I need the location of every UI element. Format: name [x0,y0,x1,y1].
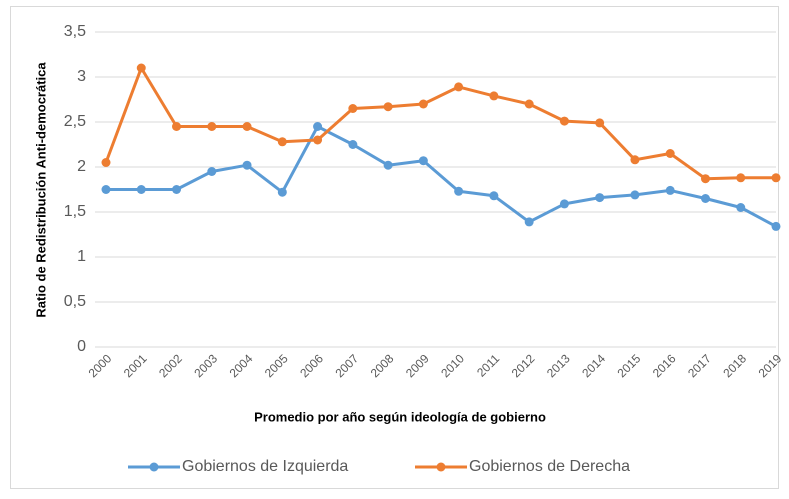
data-point [313,135,323,145]
legend-label: Gobiernos de Derecha [469,458,630,475]
data-point [736,203,746,212]
data-point [242,122,252,131]
data-point [489,91,499,101]
data-point [418,156,428,166]
y-tick-label: 2,5 [64,113,86,130]
data-point [136,63,146,73]
data-point [771,221,781,231]
y-tick-label: 1 [77,248,86,265]
data-point [630,155,640,165]
legend-marker [436,462,446,472]
data-point [489,191,499,201]
y-tick-label: 3,5 [64,23,86,40]
data-point [630,190,640,200]
data-point [524,99,534,109]
data-point [454,186,464,196]
y-tick-label: 0,5 [64,293,86,310]
y-tick-label: 0 [77,338,86,355]
data-point [207,167,217,176]
x-axis-title: Promedio por año según ideología de gobi… [254,409,546,424]
data-point [559,199,569,209]
data-point [348,104,358,113]
legend-label: Gobiernos de Izquierda [182,458,348,475]
data-point [418,99,428,109]
data-point [595,193,605,203]
series-line [106,125,777,228]
data-point [277,187,287,197]
data-point [101,185,111,194]
data-point [559,116,569,126]
data-point [172,185,182,194]
data-point [736,173,746,183]
data-point [771,173,781,183]
y-tick-label: 3 [77,68,86,85]
y-axis-title: Ratio de Redistribución Anti-democrática [33,62,48,318]
data-point [383,102,393,112]
data-point [383,160,393,170]
data-point [665,185,675,195]
data-point [700,194,710,203]
data-point [454,82,464,92]
data-point [207,122,217,131]
data-point [313,122,323,131]
data-point [242,160,252,170]
chart-border [10,6,779,489]
y-tick-label: 1,5 [64,203,86,220]
data-point [172,122,182,131]
legend-marker [149,462,159,472]
data-point [101,158,111,167]
data-point [277,137,287,147]
data-point [136,185,146,194]
y-tick-label: 2 [77,158,86,175]
series-line [104,66,776,181]
data-point [348,140,358,149]
data-point [700,174,710,184]
data-point [665,149,675,158]
data-point [524,217,534,227]
data-point [595,118,605,128]
